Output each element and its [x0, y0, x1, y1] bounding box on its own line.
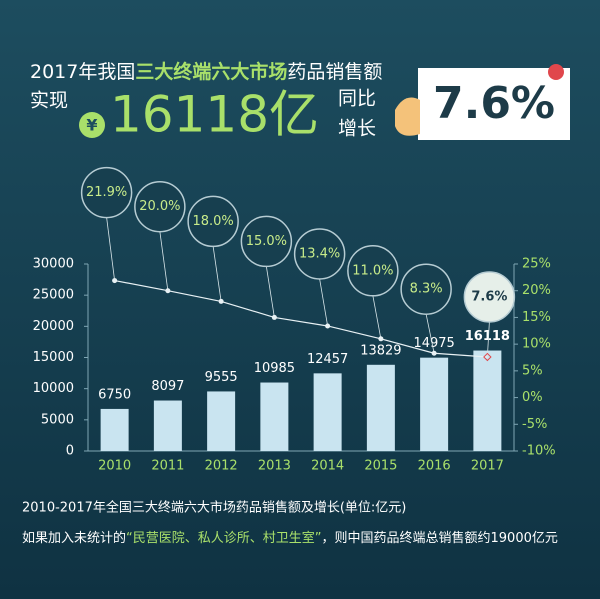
connector: [265, 266, 275, 318]
bar-label: 16118: [465, 329, 510, 344]
y2-tick-label: -10%: [522, 444, 556, 459]
y2-tick-label: 15%: [522, 310, 551, 325]
connector: [319, 278, 329, 327]
y2-tick-label: 0%: [522, 390, 543, 405]
yoy: 增长: [338, 118, 376, 140]
connector: [212, 246, 222, 302]
y-tick-label: 20000: [33, 319, 74, 334]
line-point: [271, 314, 277, 320]
y2-tick-label: 10%: [522, 337, 551, 352]
label-bubble: [463, 271, 516, 323]
bar-label: 9555: [205, 370, 238, 385]
line-label: 20.0%: [139, 199, 180, 214]
headline-highlight: 三大终端六大市场: [135, 60, 287, 83]
bar-label: 13829: [360, 343, 401, 358]
line-point: [218, 298, 224, 304]
x-tick-label: 2013: [258, 459, 291, 474]
y-tick-label: 30000: [33, 257, 74, 272]
label-bubble: [240, 215, 293, 268]
note-part: 如果加入未统计的: [22, 530, 126, 546]
label-bubble: [293, 228, 346, 280]
bar: [473, 350, 502, 451]
bar-label: 8097: [151, 379, 184, 394]
headline-part: 药品销售额: [287, 61, 382, 83]
y2-tick-label: -5%: [522, 417, 547, 432]
bar-label: 12457: [307, 352, 348, 367]
y-tick-label: 5000: [41, 412, 74, 427]
headline: 2017年我国三大终端六大市场药品销售额: [30, 60, 382, 83]
y-tick-label: 0: [66, 444, 74, 459]
bar: [100, 408, 129, 451]
label-bubble: [347, 245, 399, 297]
line-label: 11.0%: [352, 263, 393, 278]
label-bubble: [80, 166, 133, 219]
y-tick-label: 15000: [33, 350, 74, 365]
connector: [372, 295, 382, 339]
caption: 2010-2017年全国三大终端六大市场药品销售额及增长(单位:亿元): [22, 500, 406, 516]
line-label: 13.4%: [299, 246, 340, 261]
note-highlight: “民营医院、私人诊所、村卫生室”: [126, 530, 321, 546]
bar: [366, 364, 395, 451]
note: 如果加入未统计的“民营医院、私人诊所、村卫生室”，则中国药品终端总销售额约190…: [22, 530, 558, 546]
label-bubble: [134, 180, 186, 233]
connector: [486, 321, 490, 357]
line-point: [431, 350, 437, 356]
connector: [159, 231, 169, 291]
bar-label: 10985: [254, 361, 295, 376]
x-tick-label: 2011: [151, 459, 184, 474]
connector: [106, 217, 116, 281]
headline-part: 2017年我国: [30, 61, 135, 83]
plot: 0 5000 10000 15000 20000 25000 30000 -10% -5% 0% 5…: [33, 166, 556, 474]
bar: [260, 382, 289, 451]
label-bubble: [400, 263, 452, 315]
line-label: 15.0%: [246, 234, 287, 249]
line-label: 21.9%: [86, 185, 127, 200]
y2-tick-label: 5%: [522, 363, 543, 378]
bar-label: 14975: [413, 336, 454, 351]
yoy: 同比: [338, 88, 376, 110]
badge: [548, 64, 564, 80]
line: [114, 279, 488, 358]
x-tick-label: 2014: [311, 459, 344, 474]
realize-label: 实现: [30, 90, 68, 112]
note-part: ，则中国药品终端总销售额约19000亿元: [322, 530, 558, 546]
connector: [425, 314, 435, 354]
hand: [395, 97, 420, 136]
line-point: [325, 323, 331, 329]
bar: [420, 357, 449, 451]
line-point: [378, 336, 384, 342]
line-label: 18.0%: [192, 214, 233, 229]
line-point: [483, 352, 492, 362]
line-label: 7.6%: [471, 289, 507, 304]
bar-label: 6750: [98, 387, 131, 402]
line-point: [112, 278, 118, 284]
x-tick-label: 2010: [98, 459, 131, 474]
growth-box: [418, 68, 570, 140]
y2-tick-label: 20%: [522, 283, 551, 298]
x-tick-label: 2012: [205, 459, 238, 474]
bar: [313, 373, 342, 451]
currency: ¥: [86, 116, 97, 135]
x-tick-label: 2017: [471, 459, 504, 474]
x-tick-label: 2016: [418, 459, 451, 474]
growth: 7.6%: [433, 78, 555, 129]
line-point: [165, 288, 171, 294]
line-label: 8.3%: [410, 282, 443, 297]
y2-tick-label: 25%: [522, 257, 551, 272]
x-tick-label: 2015: [364, 459, 397, 474]
label-bubble: [187, 195, 239, 248]
y-tick-label: 25000: [33, 288, 74, 303]
bar: [207, 391, 236, 451]
y-tick-label: 10000: [33, 381, 74, 396]
amount: 16118亿: [110, 86, 319, 144]
bar: [153, 400, 182, 451]
coin: [79, 112, 105, 138]
